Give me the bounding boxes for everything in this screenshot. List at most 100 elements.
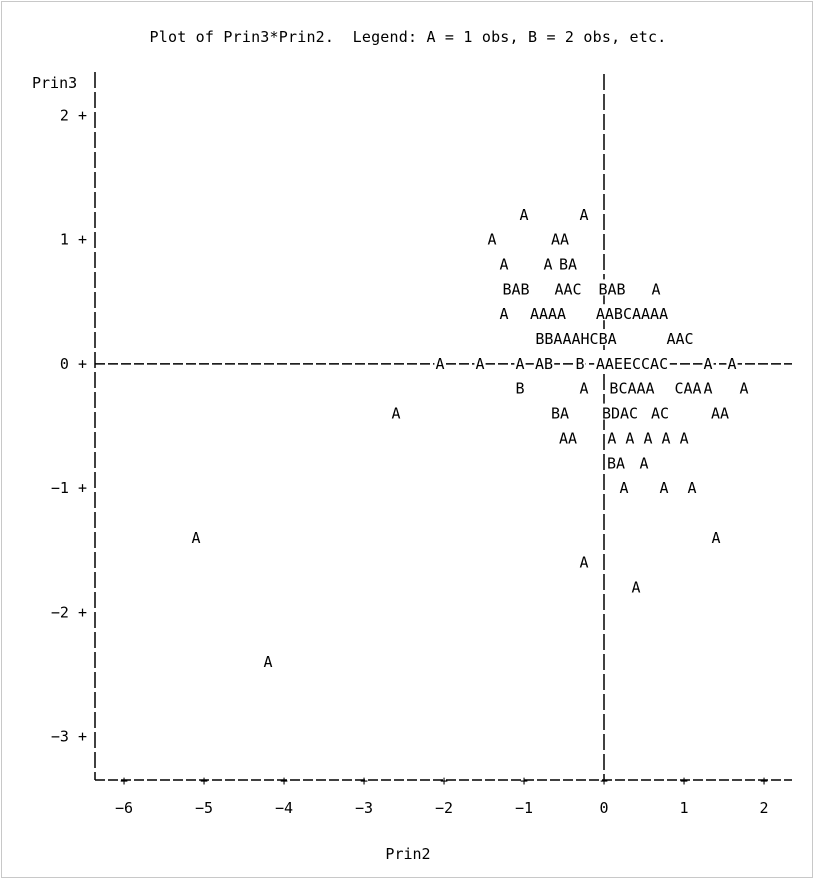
data-point: A	[435, 355, 444, 373]
data-point-bg	[686, 478, 698, 495]
data-point: A A A A A	[607, 429, 688, 447]
data-point: AA	[559, 429, 577, 447]
data-point: A	[703, 380, 712, 398]
data-point-bg	[190, 527, 202, 544]
x-tick-mark: +	[360, 774, 368, 789]
data-point: A	[703, 355, 712, 373]
data-point-bg	[618, 478, 630, 495]
data-point-bg	[486, 229, 498, 246]
data-point: A	[519, 206, 528, 224]
x-tick-label: 0	[599, 799, 608, 817]
data-point: A	[579, 554, 588, 572]
data-point-bg	[630, 577, 642, 594]
x-tick-label: −6	[115, 799, 133, 817]
data-point-bg	[390, 403, 402, 420]
data-point: A	[263, 653, 272, 671]
x-tick-label: −4	[275, 799, 293, 817]
data-point: BA	[607, 454, 625, 472]
data-point: BCAAA	[609, 380, 654, 398]
data-point-bg	[542, 254, 554, 271]
y-tick-label: −3 +	[51, 728, 87, 746]
data-point-bg	[549, 403, 571, 420]
x-tick-label: −1	[515, 799, 533, 817]
data-point: B	[515, 380, 524, 398]
data-point-bg	[553, 279, 583, 296]
x-tick-mark: +	[200, 774, 208, 789]
x-tick-label: −5	[195, 799, 213, 817]
x-tick-label: 2	[759, 799, 768, 817]
data-point: A	[475, 355, 484, 373]
data-point-bg	[528, 304, 568, 321]
x-tick-mark: +	[520, 774, 528, 789]
data-point-bg	[709, 403, 731, 420]
data-point: A	[651, 280, 660, 298]
data-point: BAB	[598, 280, 625, 298]
data-point: AAEECCAC	[596, 355, 668, 373]
data-point-bg	[549, 229, 571, 246]
x-tick-label: −2	[435, 799, 453, 817]
data-point: A	[579, 206, 588, 224]
data-point-bg	[498, 304, 510, 321]
data-point: AAAA	[530, 305, 566, 323]
data-point-bg	[638, 453, 650, 470]
data-point-bg	[574, 353, 586, 370]
data-point: AB	[535, 355, 553, 373]
data-point: A	[543, 256, 552, 274]
data-point: A	[515, 355, 524, 373]
data-point: A	[727, 355, 736, 373]
data-point-bg	[594, 304, 670, 321]
data-point: A	[659, 479, 668, 497]
x-tick-mark: +	[680, 774, 688, 789]
x-axis-title: Prin2	[385, 845, 431, 863]
data-point-bg	[726, 353, 738, 370]
data-point-bg	[262, 652, 274, 668]
y-tick-label: −1 +	[51, 479, 87, 497]
data-point-bg	[501, 279, 531, 296]
data-point: A	[499, 256, 508, 274]
y-axis-title: Prin3	[32, 74, 78, 92]
data-point-bg	[710, 527, 722, 544]
y-tick-label: 2 +	[60, 106, 87, 124]
data-point-bg	[597, 279, 627, 296]
data-point: AA	[551, 231, 569, 249]
data-point-bg	[514, 378, 526, 395]
data-point-bg	[650, 279, 662, 296]
data-point: BAB	[502, 280, 529, 298]
data-point-bg	[605, 453, 627, 470]
x-tick-mark: +	[440, 774, 448, 789]
data-point-bg	[702, 353, 714, 370]
x-tick-mark: +	[600, 774, 608, 789]
y-tick-label: 0 +	[60, 355, 87, 373]
data-point: A	[711, 529, 720, 547]
data-point-bg	[533, 353, 555, 370]
data-point-bg	[702, 378, 714, 395]
y-tick-label: 1 +	[60, 231, 87, 249]
y-tick-label: −2 +	[51, 603, 87, 621]
data-point: CAA	[674, 380, 701, 398]
x-tick-mark: +	[760, 774, 768, 789]
data-point: A	[687, 479, 696, 497]
data-point-bg	[600, 403, 640, 420]
data-point: AABCAAAA	[596, 305, 668, 323]
data-point: BDAC	[602, 405, 638, 423]
data-point: AAC	[666, 330, 693, 348]
data-point-bg	[594, 353, 670, 370]
data-point: A	[487, 231, 496, 249]
data-point: A	[619, 479, 628, 497]
data-point-bg	[738, 378, 750, 395]
data-point-bg	[514, 353, 526, 370]
data-point-bg	[557, 428, 579, 445]
data-point-bg	[518, 204, 530, 221]
data-point-bg	[673, 378, 703, 395]
x-tick-mark: +	[280, 774, 288, 789]
x-tick-label: 1	[679, 799, 688, 817]
data-point-bg	[578, 204, 590, 221]
data-point-bg	[658, 478, 670, 495]
data-point: AAC	[554, 280, 581, 298]
data-point-bg	[474, 353, 486, 370]
data-point: BA	[551, 405, 569, 423]
data-point-bg	[608, 378, 656, 395]
x-tick-mark: +	[120, 774, 128, 789]
data-point: A	[639, 454, 648, 472]
x-tick-label: −3	[355, 799, 373, 817]
